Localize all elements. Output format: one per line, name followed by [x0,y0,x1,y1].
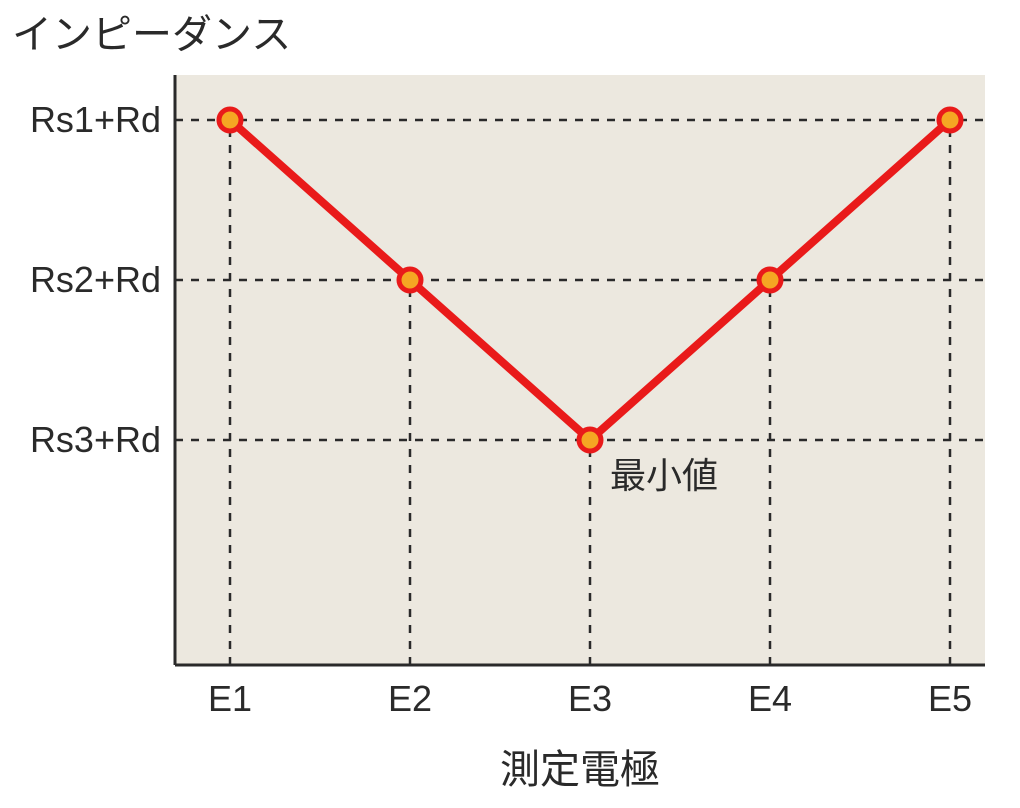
x-tick-label: E4 [748,678,792,719]
x-tick-label: E5 [928,678,972,719]
min-annotation: 最小値 [610,455,718,496]
x-tick-label: E3 [568,678,612,719]
y-tick-label: Rs2+Rd [30,259,161,300]
data-marker [939,109,961,131]
data-marker [219,109,241,131]
y-tick-label: Rs1+Rd [30,99,161,140]
impedance-chart: インピーダンス Rs1+Rd Rs2+Rd Rs3+Rd E1 E2 E3 E4 E5 測定電極 最… [0,0,1020,808]
data-marker [579,429,601,451]
y-tick-label: Rs3+Rd [30,419,161,460]
plot-background [175,75,985,665]
x-axis-title: 測定電極 [500,748,660,792]
x-tick-label: E1 [208,678,252,719]
chart-container: インピーダンス Rs1+Rd Rs2+Rd Rs3+Rd E1 E2 E3 E4 E5 測定電極 最… [0,0,1020,808]
y-axis-title: インピーダンス [12,13,291,57]
x-tick-label: E2 [388,678,432,719]
data-marker [399,269,421,291]
data-marker [759,269,781,291]
